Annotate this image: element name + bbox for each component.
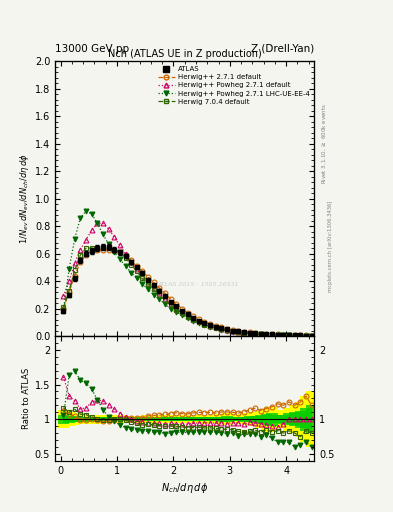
Legend: ATLAS, Herwig++ 2.7.1 default, Herwig++ Powheg 2.7.1 default, Herwig++ Powheg 2.: ATLAS, Herwig++ 2.7.1 default, Herwig++ … [155,63,312,108]
Text: Rivet 3.1.10, $\geq$ 600k events: Rivet 3.1.10, $\geq$ 600k events [320,103,328,184]
Text: Z (Drell-Yan): Z (Drell-Yan) [251,44,314,54]
Y-axis label: $1/N_{ev}\,dN_{ev}/dN_{ch}/d\eta\,d\phi$: $1/N_{ev}\,dN_{ev}/dN_{ch}/d\eta\,d\phi$ [18,153,31,244]
X-axis label: $N_{ch}/d\eta\,d\phi$: $N_{ch}/d\eta\,d\phi$ [161,481,208,495]
Y-axis label: Ratio to ATLAS: Ratio to ATLAS [22,368,31,429]
Text: ATLAS 2015 - 1505.26531: ATLAS 2015 - 1505.26531 [157,282,239,287]
Text: mcplots.cern.ch [arXiv:1306.3436]: mcplots.cern.ch [arXiv:1306.3436] [328,200,333,291]
Title: Nch (ATLAS UE in Z production): Nch (ATLAS UE in Z production) [108,49,262,59]
Text: 13000 GeV pp: 13000 GeV pp [55,44,129,54]
